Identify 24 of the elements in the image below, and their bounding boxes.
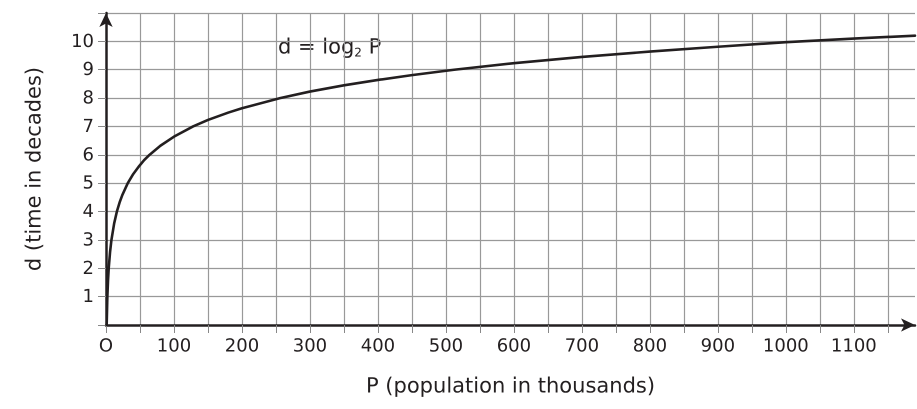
y-tick-label: 9: [82, 59, 94, 80]
x-tick-label: 400: [360, 336, 396, 356]
y-tick-label: 3: [82, 229, 94, 250]
y-axis-title: d (time in decades): [22, 66, 46, 272]
x-tick-label: 800: [632, 336, 668, 356]
x-axis-title: P (population in thousands): [366, 374, 656, 398]
y-tick-label: 4: [82, 201, 94, 222]
x-tick-label: 300: [292, 336, 328, 356]
x-tick-label: 500: [428, 336, 464, 356]
y-tick-label: 2: [82, 258, 94, 279]
y-tick-label: 6: [82, 144, 94, 166]
x-tick-label: 1000: [762, 336, 809, 356]
x-tick-label: O: [98, 336, 114, 356]
y-tick-label: 1: [82, 286, 94, 308]
y-tick-label: 5: [82, 172, 94, 194]
x-tick-label: 700: [564, 336, 600, 356]
x-tick-label: 600: [496, 336, 532, 356]
y-tick-label: 8: [82, 88, 94, 109]
x-tick-label: 1100: [830, 336, 877, 356]
y-tick-label: 7: [82, 116, 94, 137]
x-tick-label: 900: [700, 336, 736, 356]
x-tick-label: 100: [156, 336, 192, 356]
y-tick-label: 10: [71, 30, 94, 52]
x-tick-label: 200: [224, 336, 260, 356]
